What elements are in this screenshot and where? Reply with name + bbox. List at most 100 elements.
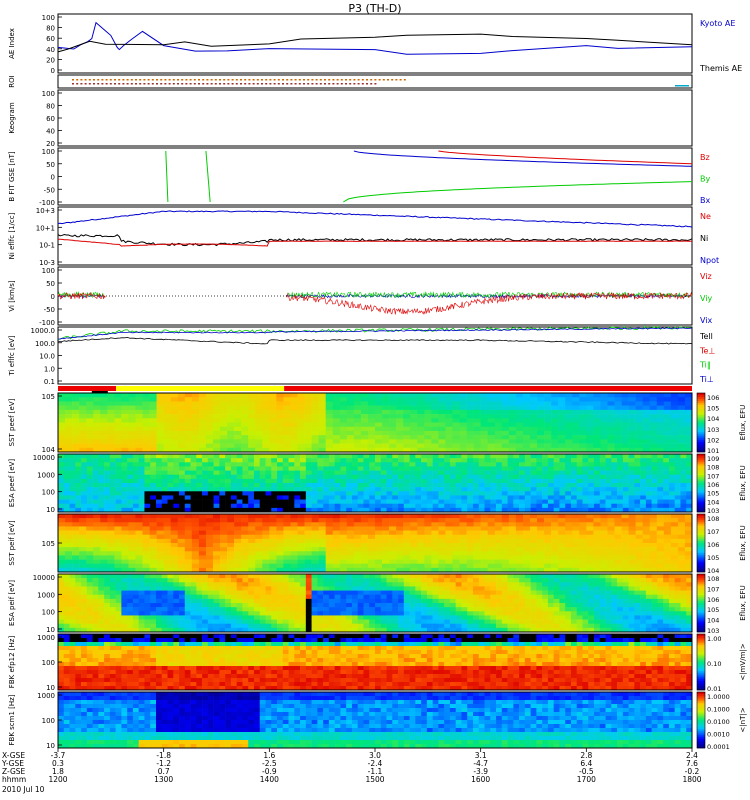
spectro-cell bbox=[207, 582, 214, 587]
spectro-cell bbox=[202, 454, 209, 459]
spectro-cell bbox=[645, 462, 652, 467]
spectro-cell bbox=[424, 409, 432, 415]
spectro-cell bbox=[262, 526, 270, 531]
spectro-cell bbox=[579, 422, 587, 428]
spectro-cell bbox=[234, 563, 242, 569]
spectro-cell bbox=[184, 426, 193, 432]
spectro-cell bbox=[269, 418, 277, 423]
spectro-cell bbox=[190, 574, 197, 579]
spectro-cell bbox=[304, 567, 312, 573]
spectro-cell bbox=[392, 495, 399, 500]
spectro-cell bbox=[318, 522, 326, 527]
colorbar-esa_e bbox=[697, 471, 705, 474]
roi-mark bbox=[227, 83, 230, 85]
spectro-cell bbox=[318, 447, 326, 453]
colorbar-esa_e bbox=[697, 508, 705, 511]
spectro-cell bbox=[670, 567, 679, 573]
spectro-cell bbox=[142, 418, 150, 423]
spectro-cell bbox=[494, 397, 503, 402]
spectro-cell bbox=[494, 405, 503, 411]
spectro-cell bbox=[190, 487, 197, 492]
spectro-cell bbox=[634, 466, 641, 471]
spectro-cell bbox=[424, 567, 432, 573]
spectro-cell bbox=[426, 507, 433, 513]
spectro-cell bbox=[304, 430, 312, 436]
roi-mark bbox=[349, 83, 352, 85]
spectro-cell bbox=[109, 507, 116, 513]
roi-mark bbox=[387, 79, 389, 81]
spectro-cell bbox=[104, 586, 111, 591]
spectro-cell bbox=[219, 619, 226, 625]
spectro-cell bbox=[594, 458, 601, 463]
colorbar-esa_e bbox=[697, 469, 705, 472]
spectro-cell bbox=[599, 483, 606, 488]
spectro-cell bbox=[459, 530, 467, 536]
spectro-cell bbox=[283, 393, 291, 398]
spectro-cell bbox=[184, 405, 193, 411]
spectro-cell bbox=[219, 503, 226, 509]
spectro-cell bbox=[515, 518, 524, 523]
spectro-cell bbox=[657, 503, 664, 509]
spectro-cell bbox=[325, 439, 334, 444]
spectro-cell bbox=[445, 418, 453, 423]
spectro-cell bbox=[132, 574, 139, 579]
spectro-cell bbox=[360, 409, 369, 415]
spectro-cell bbox=[363, 470, 370, 476]
spectro-cell bbox=[536, 466, 543, 471]
spectro-cell bbox=[161, 478, 168, 484]
spectro-cell bbox=[58, 522, 66, 527]
spectro-cell bbox=[297, 518, 305, 523]
spectro-cell bbox=[634, 487, 641, 492]
spectro-cell bbox=[478, 478, 485, 484]
spectro-cell bbox=[649, 422, 658, 428]
spectro-cell bbox=[582, 507, 589, 513]
spectro-cell bbox=[297, 393, 305, 398]
spectro-cell bbox=[75, 590, 82, 596]
spectro-cell bbox=[622, 466, 629, 471]
spectro-cell bbox=[421, 503, 428, 509]
spectro-cell bbox=[600, 526, 608, 531]
spectro-cell bbox=[93, 559, 101, 565]
spectro-cell bbox=[663, 393, 672, 398]
spectro-cell bbox=[297, 447, 305, 453]
spectro-cell bbox=[649, 393, 658, 398]
spectro-cell bbox=[271, 611, 278, 616]
spectro-cell bbox=[114, 435, 122, 440]
colorbar-tick-esa_e: 106 bbox=[707, 481, 719, 489]
spectro-cell bbox=[220, 551, 228, 556]
spectro-cell bbox=[207, 603, 214, 608]
spectro-cell bbox=[86, 443, 94, 449]
spectro-cell bbox=[205, 397, 214, 402]
spectro-cell bbox=[276, 518, 284, 523]
spectro-cell bbox=[386, 458, 393, 463]
spectro-cell bbox=[81, 458, 88, 463]
spectro-cell bbox=[156, 439, 164, 444]
spectro-cell bbox=[445, 555, 453, 560]
spectro-cell bbox=[213, 462, 220, 467]
spectro-cell bbox=[522, 430, 531, 436]
spectro-cell bbox=[114, 538, 122, 544]
spectro-cell bbox=[121, 611, 128, 616]
spectro-cell bbox=[438, 559, 446, 565]
spectro-cell bbox=[522, 414, 531, 419]
spectro-cell bbox=[198, 522, 207, 527]
spectro-cell bbox=[353, 430, 362, 436]
spectro-cell bbox=[198, 526, 207, 531]
spectro-cell bbox=[529, 526, 538, 531]
spectro-cell bbox=[607, 551, 615, 556]
spectro-cell bbox=[100, 443, 108, 449]
spectro-cell bbox=[283, 401, 291, 406]
spectro-cell bbox=[328, 499, 335, 505]
spectro-cell bbox=[622, 499, 629, 505]
spectro-cell bbox=[459, 405, 467, 411]
roi-mark bbox=[399, 79, 402, 81]
spectro-cell bbox=[283, 426, 291, 432]
spectro-cell bbox=[283, 514, 291, 519]
spectro-cell bbox=[529, 518, 538, 523]
spectro-cell bbox=[86, 462, 93, 467]
spectro-cell bbox=[651, 507, 658, 513]
series-themis-ae bbox=[57, 33, 693, 53]
spectro-cell bbox=[325, 418, 334, 423]
spectro-cell bbox=[269, 405, 277, 411]
spectro-cell bbox=[375, 405, 383, 411]
